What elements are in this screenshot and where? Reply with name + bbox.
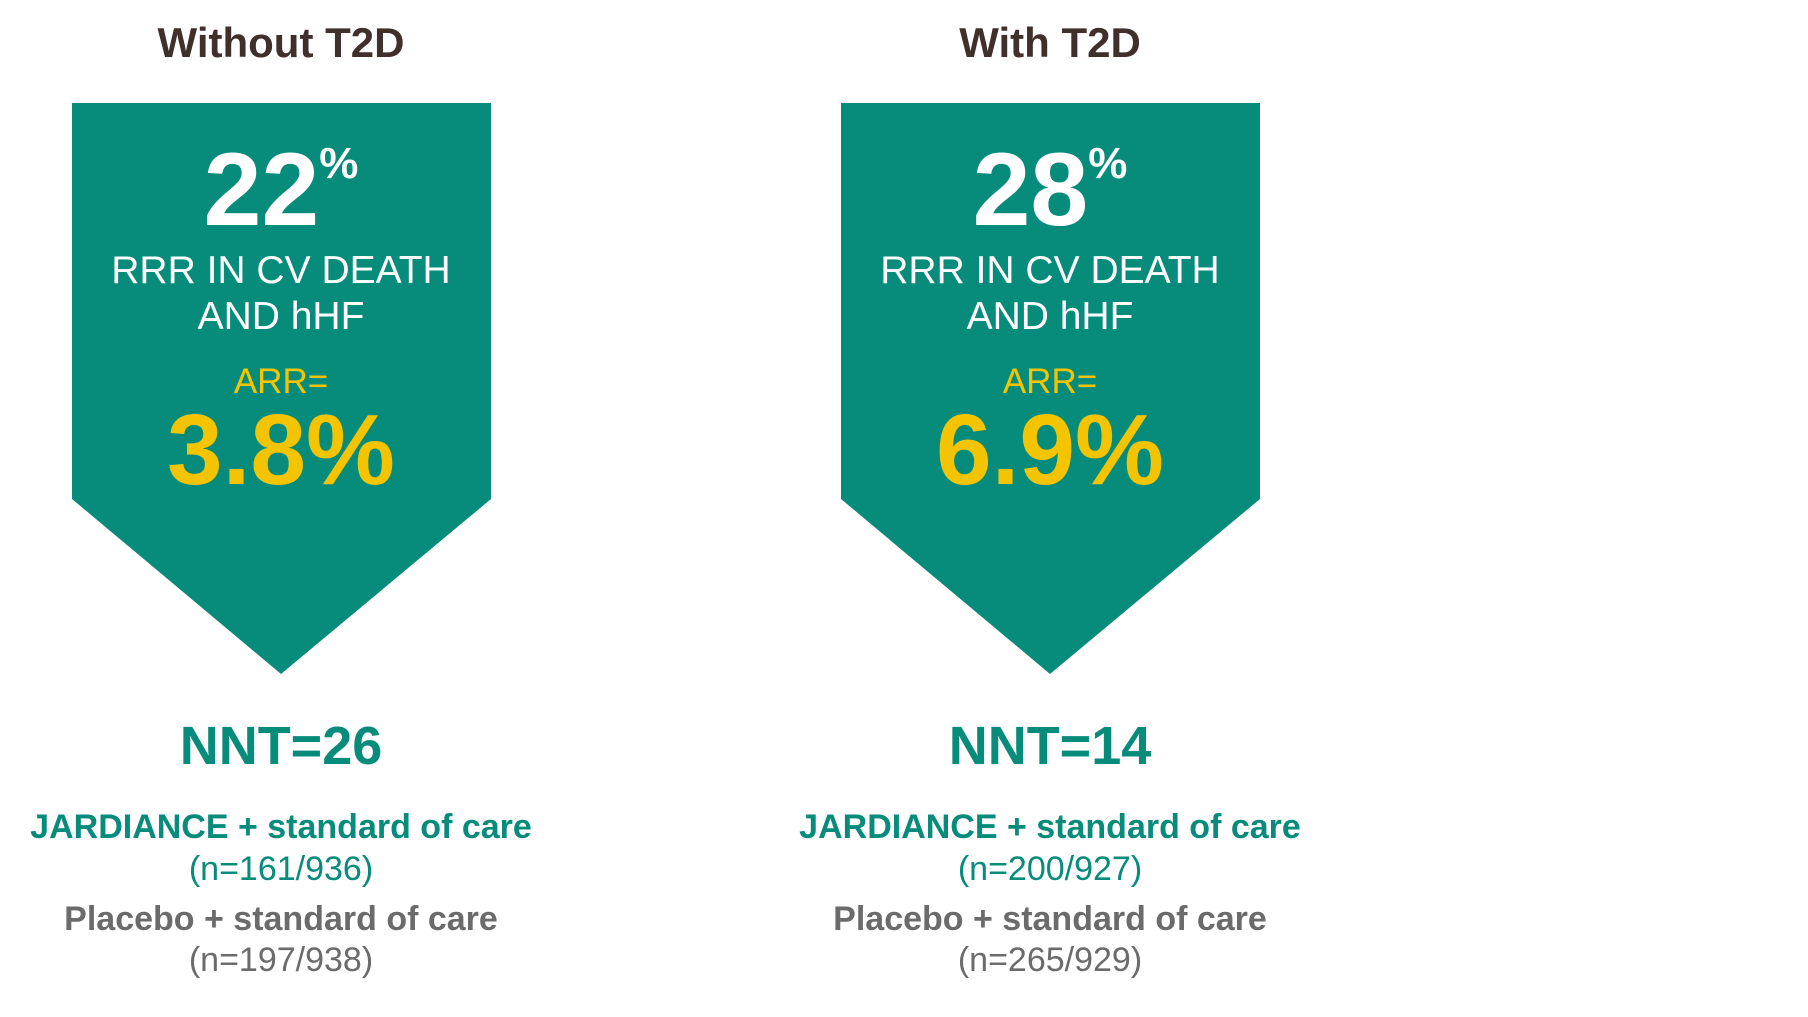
jardiance-label: JARDIANCE + standard of care	[799, 808, 1301, 846]
panel-title: With T2D	[959, 19, 1141, 66]
arr-value: 3.8%	[167, 394, 395, 506]
nnt-value: NNT=14	[948, 716, 1152, 776]
rrr-label-line2: AND hHF	[966, 295, 1134, 338]
placebo-n: (n=265/929)	[957, 941, 1143, 979]
rrr-value: 28%	[972, 132, 1128, 248]
panel-with-t2d: With T2D 28% RRR IN CV DEATH AND hHF ARR…	[770, 0, 1330, 1017]
arrow-shape	[841, 103, 1260, 674]
rrr-label-line2: AND hHF	[197, 295, 365, 338]
jardiance-n: (n=161/936)	[188, 850, 374, 888]
jardiance-n: (n=200/927)	[957, 850, 1143, 888]
panel-title: Without T2D	[157, 19, 405, 66]
placebo-n: (n=197/938)	[188, 941, 374, 979]
jardiance-label: JARDIANCE + standard of care	[30, 808, 532, 846]
rrr-label-line1: RRR IN CV DEATH	[111, 249, 451, 292]
nnt-value: NNT=26	[179, 716, 383, 776]
rrr-value: 22%	[203, 132, 359, 248]
rrr-label-line1: RRR IN CV DEATH	[880, 249, 1220, 292]
arr-label: ARR=	[1002, 362, 1098, 401]
arr-label: ARR=	[233, 362, 329, 401]
arr-value: 6.9%	[936, 394, 1164, 506]
panel-without-t2d: Without T2D 22% RRR IN CV DEATH AND hHF …	[1, 0, 561, 1017]
placebo-label: Placebo + standard of care	[64, 900, 498, 938]
placebo-label: Placebo + standard of care	[833, 900, 1267, 938]
arrow-shape	[72, 103, 491, 674]
